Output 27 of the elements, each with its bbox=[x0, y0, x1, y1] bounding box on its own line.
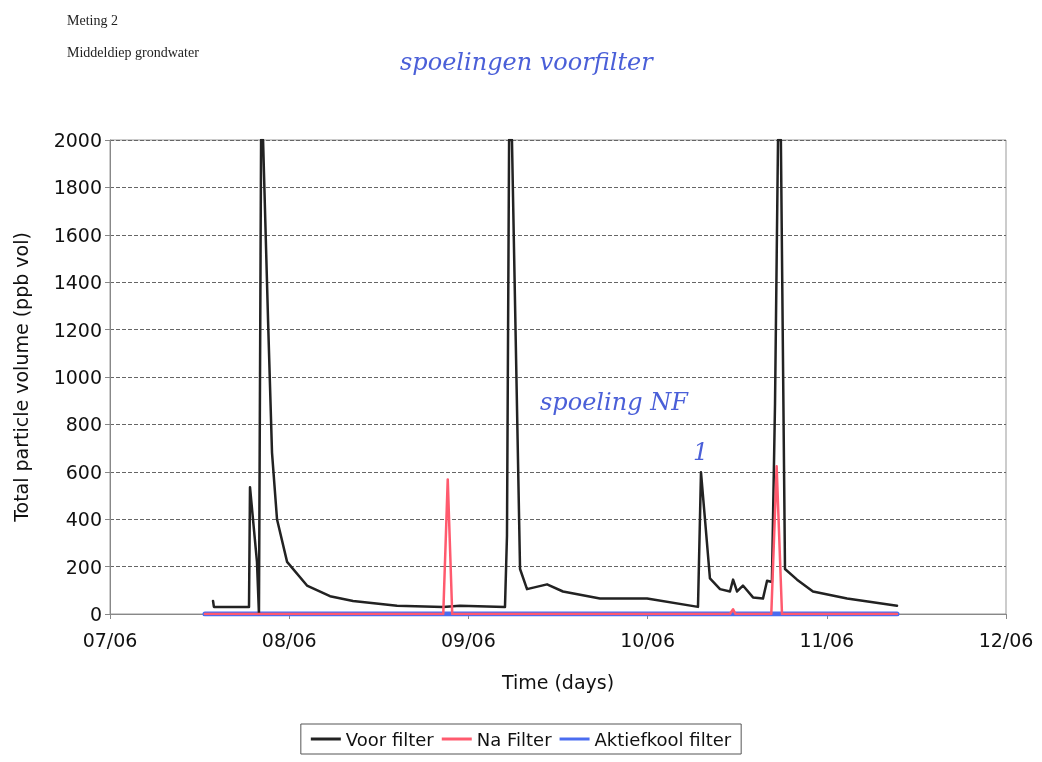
y-tick-label: 1200 bbox=[53, 318, 102, 341]
y-tick-label: 1800 bbox=[53, 176, 102, 199]
y-axis-title: Total particle volume (ppb vol) bbox=[9, 232, 32, 523]
y-tick-label: 200 bbox=[65, 555, 102, 578]
x-tick-label: 07/06 bbox=[82, 628, 138, 651]
x-tick-label: 11/06 bbox=[799, 628, 855, 651]
chart-title: Meting 2 bbox=[67, 12, 118, 28]
legend-label: Voor filter bbox=[345, 728, 435, 750]
y-tick-label: 400 bbox=[65, 508, 102, 531]
annotation: spoeling NF bbox=[540, 388, 690, 416]
y-tick-label: 1000 bbox=[53, 366, 102, 388]
y-tick-label: 0 bbox=[89, 603, 102, 625]
legend-label: Aktiefkool filter bbox=[594, 728, 732, 750]
x-tick-label: 10/06 bbox=[620, 628, 675, 651]
x-tick-label: 09/06 bbox=[441, 628, 496, 651]
y-tick-label: 1400 bbox=[53, 271, 102, 294]
legend-label: Na Filter bbox=[476, 728, 553, 750]
chart-subtitle: Middeldiep grondwater bbox=[67, 44, 200, 60]
x-tick-label: 12/06 bbox=[978, 628, 1034, 651]
x-tick-label: 08/06 bbox=[261, 628, 317, 651]
y-tick-label: 600 bbox=[65, 460, 102, 483]
y-tick-label: 800 bbox=[65, 413, 102, 436]
text: spoelingen voorfilter bbox=[400, 48, 655, 76]
y-tick-label: 2000 bbox=[53, 129, 102, 151]
x-axis-title: Time (days) bbox=[500, 670, 615, 693]
y-tick-label: 1600 bbox=[53, 223, 102, 246]
annotation: 1 bbox=[692, 438, 709, 467]
